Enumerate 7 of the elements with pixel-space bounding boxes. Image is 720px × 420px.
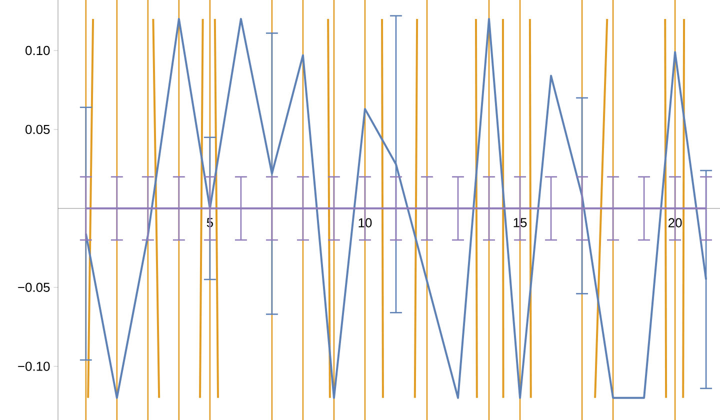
y-tick-label: −0.10 (18, 362, 50, 371)
y-tick-label: 0.05 (26, 124, 50, 134)
y-tick-label: 0.10 (26, 46, 50, 56)
x-tick-label: 15 (514, 218, 527, 228)
y-tick-label: −0.05 (18, 282, 50, 292)
x-tick-label: 10 (358, 218, 372, 228)
x-tick-label: 20 (668, 218, 682, 228)
